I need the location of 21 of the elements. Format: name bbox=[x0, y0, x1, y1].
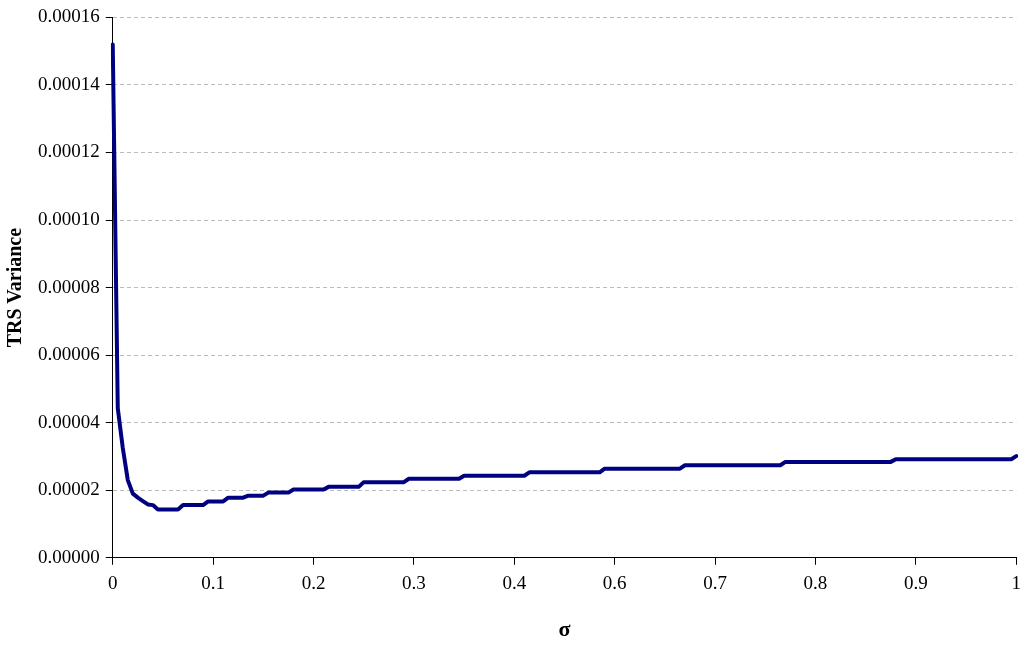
x-tick-label: 0.3 bbox=[402, 572, 426, 594]
x-tick-label: 0 bbox=[108, 572, 118, 594]
x-tick-label: 0.6 bbox=[602, 572, 627, 594]
x-tick-label: 0.4 bbox=[502, 572, 527, 594]
y-axis-title: TRS Variance bbox=[3, 227, 26, 348]
x-tick-label: 0.2 bbox=[301, 572, 326, 594]
y-tick-label: 0.00012 bbox=[38, 140, 100, 162]
y-tick-label: 0.00006 bbox=[38, 343, 100, 365]
x-tick-label: 1 bbox=[1011, 572, 1021, 594]
x-axis-title: σ bbox=[558, 616, 571, 642]
y-tick-label: 0.00010 bbox=[38, 208, 100, 230]
y-tick-label: 0.00002 bbox=[38, 478, 100, 500]
y-tick-label: 0.00016 bbox=[38, 5, 100, 27]
x-tick-label: 0.9 bbox=[903, 572, 928, 594]
x-tick-label: 0.1 bbox=[201, 572, 226, 594]
x-tick-label: 0.8 bbox=[803, 572, 828, 594]
y-tick-label: 0.00004 bbox=[38, 410, 101, 432]
y-tick-label: 0.00000 bbox=[38, 545, 100, 567]
y-tick-label: 0.00008 bbox=[38, 275, 100, 297]
y-tick-label: 0.00014 bbox=[38, 72, 101, 94]
x-tick-label: 0.7 bbox=[703, 572, 727, 594]
